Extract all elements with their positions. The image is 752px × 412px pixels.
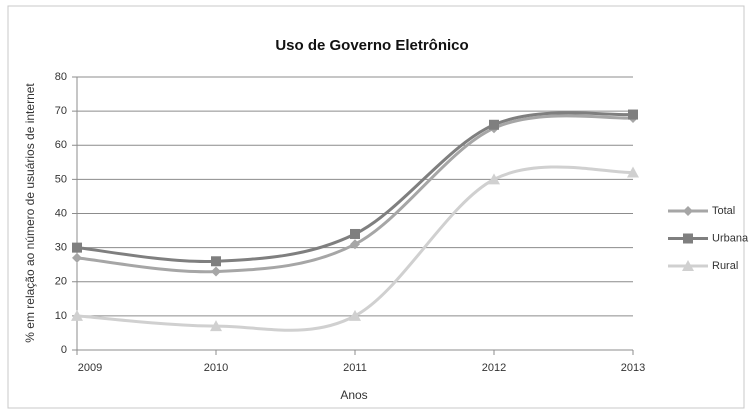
chart-frame [7, 5, 745, 409]
series-line [76, 165, 634, 332]
marker [71, 309, 83, 321]
y-tick-label: 60 [55, 139, 67, 151]
marker [627, 166, 639, 178]
y-tick-label: 80 [55, 71, 67, 83]
x-tick-label: 2011 [343, 362, 367, 374]
marker [350, 239, 360, 250]
marker [211, 256, 221, 267]
legend-marker [682, 260, 694, 271]
chart-title: Uso de Governo Eletrônico [275, 37, 468, 54]
marker [211, 266, 221, 277]
y-tick-label: 30 [55, 242, 67, 254]
marker [628, 109, 638, 120]
marker [488, 173, 500, 185]
legend-marker [683, 206, 693, 216]
x-tick-label: 2010 [204, 362, 228, 374]
y-tick-label: 40 [55, 207, 67, 219]
x-axis-title: Anos [340, 388, 367, 402]
y-tick-label: 70 [55, 105, 67, 117]
y-tick-label: 0 [61, 344, 67, 356]
x-tick-label: 2013 [621, 362, 645, 374]
marker [210, 320, 222, 332]
legend-label: Urbana [712, 232, 749, 244]
marker [349, 309, 361, 321]
y-tick-label: 50 [55, 173, 67, 185]
y-axis-title: % em relação ao número de usuários de in… [23, 83, 37, 343]
legend-label: Rural [712, 260, 738, 272]
marker [350, 228, 360, 239]
marker [72, 252, 82, 263]
legend-label: Total [712, 205, 735, 217]
marker [72, 242, 82, 253]
marker [489, 119, 499, 130]
x-tick-label: 2009 [78, 362, 102, 374]
y-tick-label: 10 [55, 310, 67, 322]
y-tick-label: 20 [55, 276, 67, 288]
legend-marker [683, 233, 693, 244]
x-tick-label: 2012 [482, 362, 506, 374]
